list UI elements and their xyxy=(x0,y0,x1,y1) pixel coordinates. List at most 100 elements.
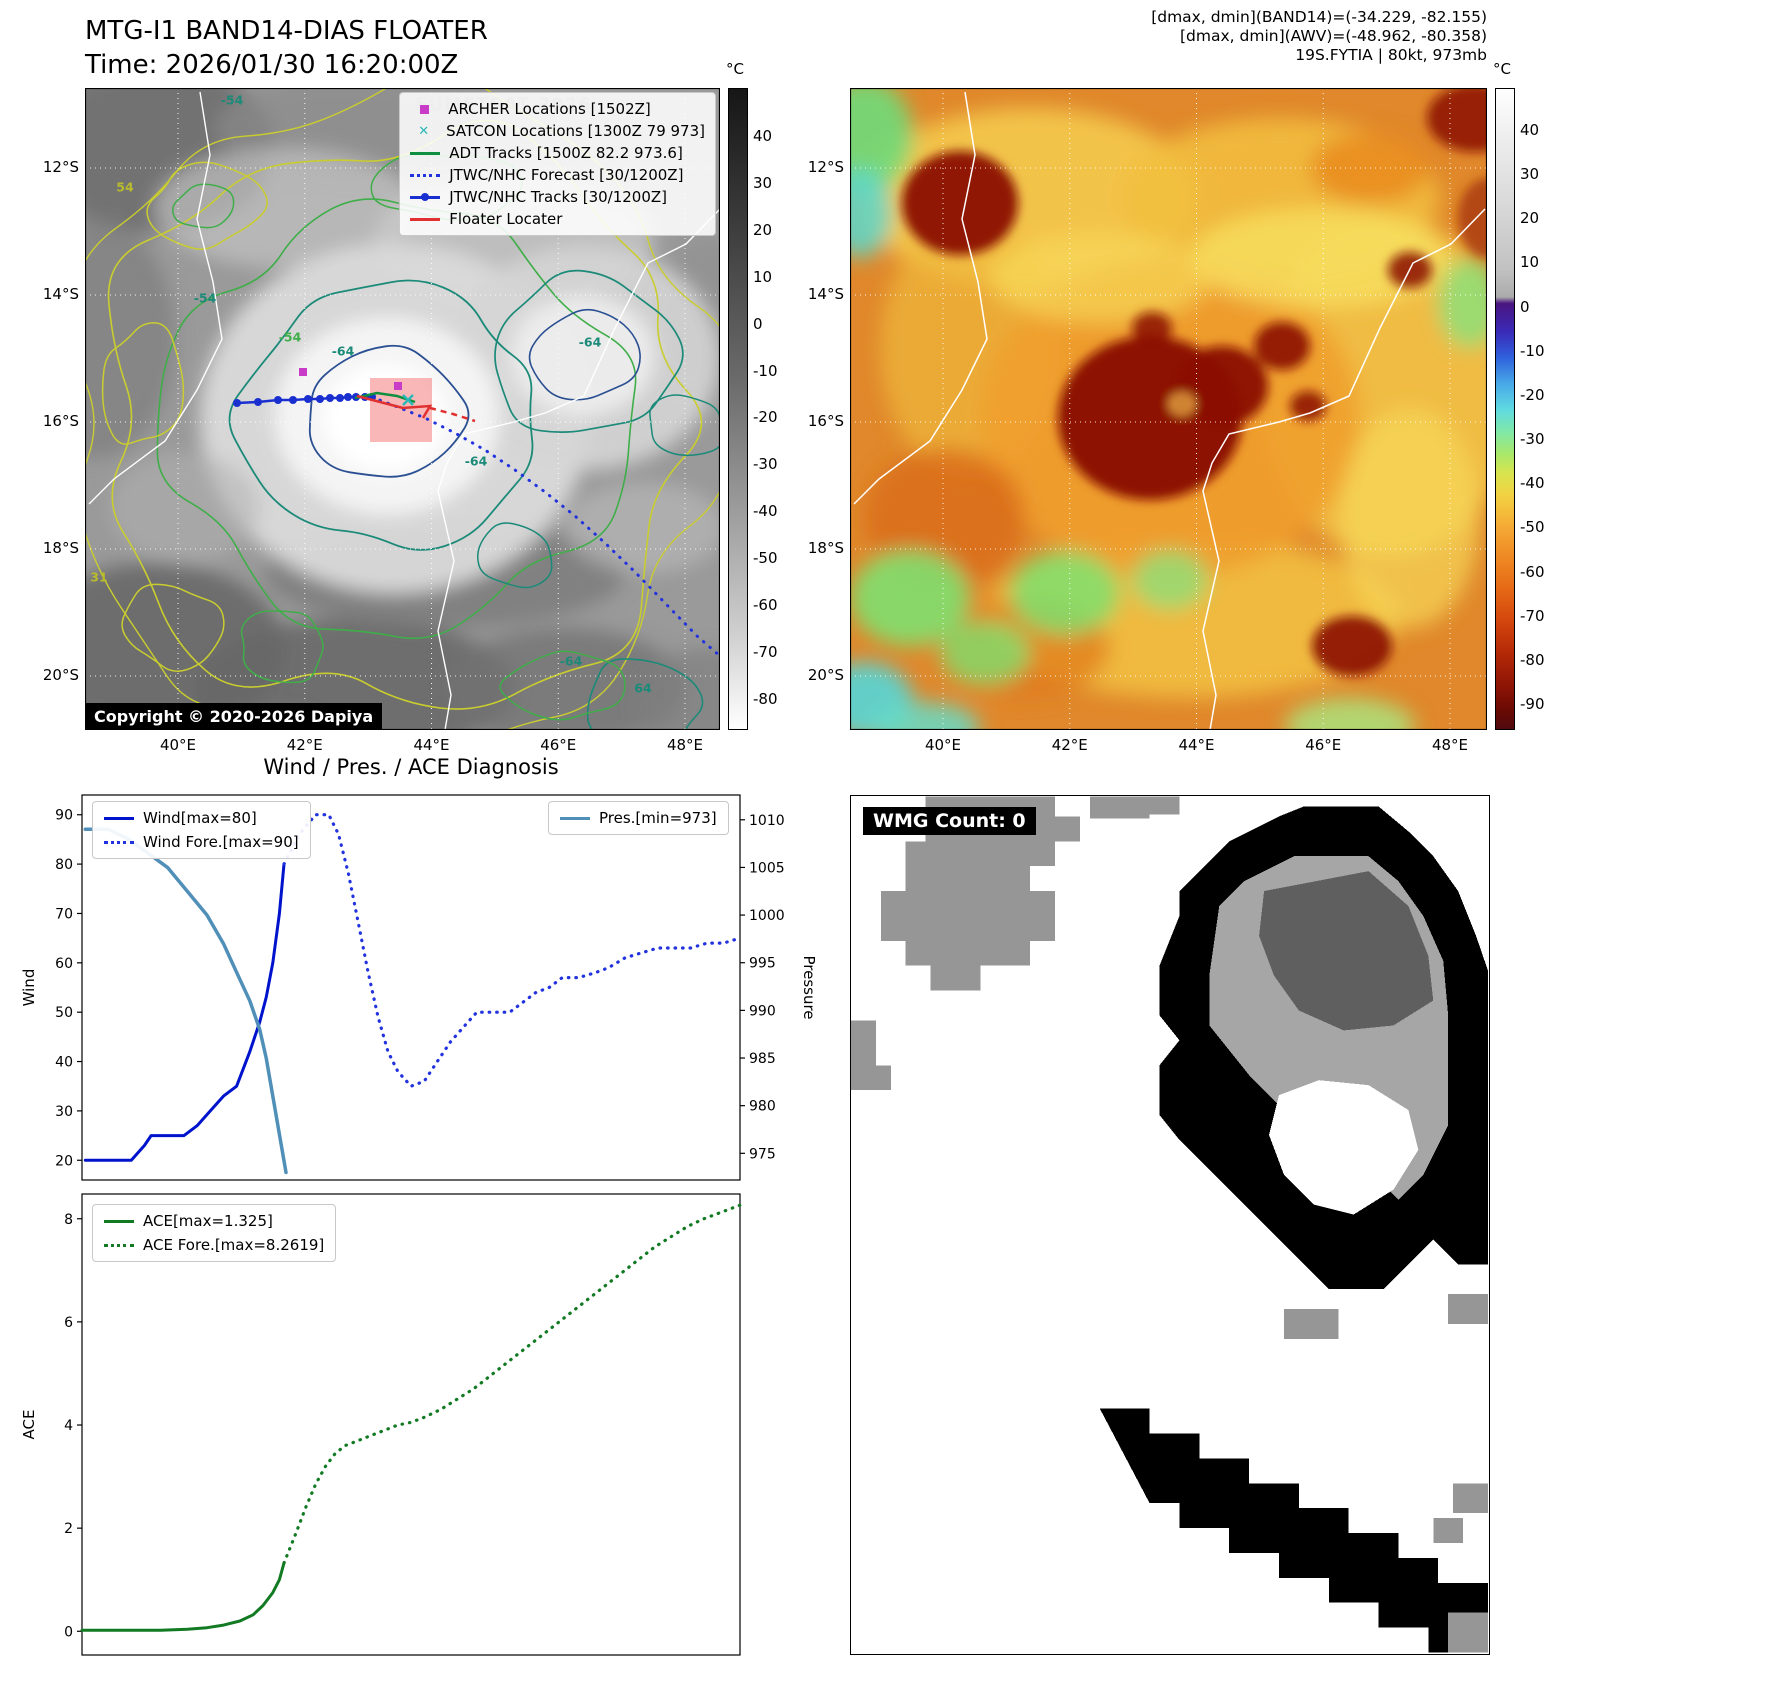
cloud-blob xyxy=(870,702,980,730)
y-axis-label: ACE xyxy=(20,1410,38,1440)
colorbar-tick-label: -70 xyxy=(1520,606,1545,625)
legend-item: Pres.[min=973] xyxy=(560,809,717,827)
floater-locater-line xyxy=(356,394,433,419)
y-axis-tick-label: 40 xyxy=(55,1055,73,1071)
cloud-blob xyxy=(85,218,175,458)
legend-item-label: Wind[max=80] xyxy=(143,809,257,827)
wmg-count-badge: WMG Count: 0 xyxy=(863,807,1036,835)
legend-item: JTWC/NHC Forecast [30/1200Z] xyxy=(410,166,705,184)
colorbar-tick-label: 20 xyxy=(753,220,773,239)
x-axis-tick-label: 44°E xyxy=(1178,736,1215,754)
madagascar-coastline xyxy=(1202,208,1486,730)
contour-line xyxy=(649,394,720,457)
wmg-gray-pixel xyxy=(851,1065,891,1091)
contour-line xyxy=(499,650,626,721)
track-point-icon xyxy=(254,398,262,406)
contour-label: 31 xyxy=(90,569,108,585)
y-axis-tick-label: 20°S xyxy=(42,666,79,684)
cloud-blob xyxy=(1132,550,1208,610)
colorbar-tick-label: 20 xyxy=(1520,209,1540,228)
cloud-blob xyxy=(1190,208,1450,308)
colorbar-tick-label: -80 xyxy=(753,689,778,708)
right-axis-tick-label: 985 xyxy=(749,1051,776,1067)
chart-frame xyxy=(81,1193,741,1656)
x-axis-tick-label: 46°E xyxy=(1305,736,1342,754)
wmg-panel: WMG Count: 0 xyxy=(850,795,1490,1655)
x-marker-icon: ✕ xyxy=(418,123,430,139)
right-axis-tick-label: 980 xyxy=(749,1099,776,1115)
colorbar-tick-label: 0 xyxy=(1520,297,1530,316)
cloud-blob xyxy=(940,621,1030,685)
chart-frame xyxy=(81,794,741,1181)
right-axis-tick-label: 990 xyxy=(749,1003,776,1019)
legend-item: ACE[max=1.325] xyxy=(104,1212,324,1230)
cold-top-blob xyxy=(1178,400,1186,408)
legend-item-label: Pres.[min=973] xyxy=(599,809,717,827)
wmg-gray-pixel xyxy=(1283,1309,1339,1339)
wind-pressure-chart: 20 30 40 50 60 70 80 90 975 980 985 990 995 1000 1005 1… xyxy=(20,794,818,1181)
wmg-black-band xyxy=(1099,1408,1488,1653)
track-point-icon xyxy=(274,396,282,404)
line-dot-marker-icon xyxy=(410,193,441,201)
ace-legend-box: ACE[max=1.325] ACE Fore.[max=8.2619] xyxy=(92,1204,337,1262)
contour-label: -64 xyxy=(578,334,602,350)
copyright-badge: Copyright © 2020-2026 Dapiya xyxy=(85,703,383,730)
right-axis-tick-label: 1005 xyxy=(749,860,785,876)
colorbar-tick-label: 0 xyxy=(753,314,763,333)
contour-label: -54 xyxy=(193,290,217,306)
contour-label: 54 xyxy=(116,179,134,195)
line-marker-icon xyxy=(104,1219,134,1223)
colorbar-tick-label: 40 xyxy=(753,127,773,145)
contour-label: -64 xyxy=(464,453,488,469)
dot-marker-icon xyxy=(421,193,430,201)
legend-item: JTWC/NHC Tracks [30/1200Z] xyxy=(410,188,705,206)
colorbar-tick-label: -70 xyxy=(753,642,778,661)
contour-label-layer: -54 54 -54 -64 -64 -64 -64 64 31 -54 xyxy=(85,88,720,730)
dotted-marker-icon xyxy=(410,173,441,177)
colorbar-tick-label: -30 xyxy=(753,455,778,474)
legend-item: ✕ SATCON Locations [1300Z 79 973] xyxy=(410,122,705,140)
track-point-icon xyxy=(233,399,241,407)
y-axis-tick-label: 60 xyxy=(55,956,73,972)
dmax-dmin-band14: [dmax, dmin](BAND14)=(-34.229, -82.155) xyxy=(1151,8,1487,26)
contour-label: -64 xyxy=(331,343,355,359)
cloud-blob xyxy=(635,648,720,730)
y-axis-tick-label: 70 xyxy=(55,906,73,922)
figure-title-block: MTG-I1 BAND14-DIAS FLOATER Time: 2026/01… xyxy=(85,14,488,82)
legend-item-label: SATCON Locations [1300Z 79 973] xyxy=(446,122,705,140)
line-marker-icon xyxy=(560,816,590,820)
wmg-gray-pixel xyxy=(1448,1294,1488,1325)
y-axis-tick-label: 12°S xyxy=(807,158,844,176)
line-marker-icon xyxy=(410,151,441,155)
cloud-blob xyxy=(565,483,720,573)
awv-colorbar: °C 40 30 20 10 0 -10 -20 -30 -40 -50 -60 -70 -80 -90 xyxy=(1493,60,1545,730)
colorbar-tick-label: 40 xyxy=(1520,121,1540,139)
contour-label: -54 xyxy=(220,92,244,108)
x-axis-tick-label: 46°E xyxy=(540,736,577,754)
cold-top-blob xyxy=(1176,346,1268,426)
wmg-gray-cluster xyxy=(880,796,1080,991)
x-axis-tick-label: 48°E xyxy=(1431,736,1469,754)
colorbar-tick-label: -90 xyxy=(1520,694,1545,713)
y-axis-tick-label: 18°S xyxy=(807,539,844,557)
colorbar-tick-label: -60 xyxy=(1520,562,1545,581)
contour-line xyxy=(172,183,235,229)
colorbar-unit: °C xyxy=(726,60,744,78)
wmg-gray-pixel xyxy=(851,1020,876,1066)
archer-marker-icon xyxy=(299,368,307,376)
cloud-blob xyxy=(1438,258,1487,348)
x-axis-tick-label: 40°E xyxy=(159,736,197,754)
wind-legend-box: Wind[max=80] Wind Fore.[max=90] xyxy=(92,801,311,859)
legend-item-label: Floater Locater xyxy=(449,210,563,228)
cloud-blob xyxy=(850,550,970,646)
y-axis-tick-label: 0 xyxy=(64,1624,73,1640)
satcon-marker-icon xyxy=(402,394,414,406)
right-axis-tick-label: 995 xyxy=(749,956,776,972)
figure-time: Time: 2026/01/30 16:20:00Z xyxy=(85,50,459,80)
legend-item-label: ACE Fore.[max=8.2619] xyxy=(143,1236,325,1254)
storm-id-intensity: 19S.FYTIA | 80kt, 973mb xyxy=(1295,46,1487,64)
legend-item: Wind Fore.[max=90] xyxy=(104,833,299,851)
cloud-blob xyxy=(110,453,260,563)
